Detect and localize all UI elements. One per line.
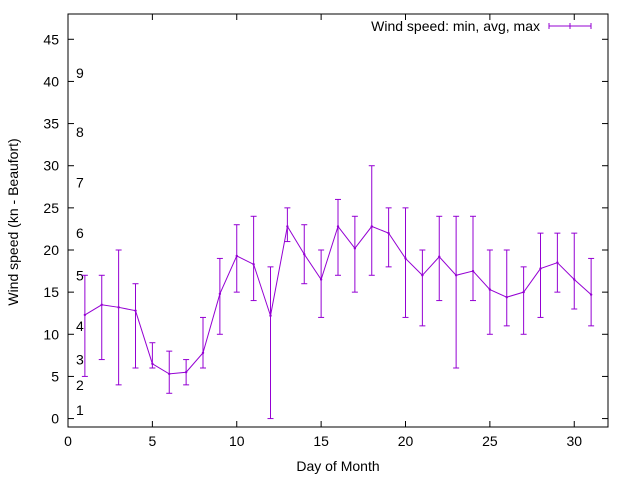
avg-point [438, 255, 441, 258]
avg-point [404, 257, 407, 260]
avg-point [370, 225, 373, 228]
beaufort-label: 7 [76, 175, 84, 191]
avg-point [573, 278, 576, 281]
x-tick-label: 25 [482, 433, 498, 449]
x-tick-label: 20 [398, 433, 414, 449]
avg-point [117, 306, 120, 309]
beaufort-label: 4 [76, 318, 84, 334]
avg-point [556, 261, 559, 264]
avg-point [505, 296, 508, 299]
y-tick-label: 40 [43, 73, 59, 89]
beaufort-label: 9 [76, 65, 84, 81]
avg-point [454, 274, 458, 277]
avg-point [421, 274, 424, 277]
y-tick-label: 45 [43, 31, 59, 47]
beaufort-scale-labels: 1 2 3 4 5 6 7 8 9 [76, 65, 84, 418]
plot-frame [67, 13, 609, 428]
legend-label: Wind speed: min, avg, max [371, 18, 540, 34]
x-axis-label: Day of Month [296, 458, 379, 474]
beaufort-label: 3 [76, 352, 84, 368]
avg-point [134, 309, 137, 312]
legend: Wind speed: min, avg, max [371, 18, 592, 34]
x-axis-ticks: 0 5 10 15 20 25 30 [64, 14, 582, 449]
error-bars [81, 165, 595, 420]
y-tick-label: 10 [43, 326, 59, 342]
avg-points [83, 225, 593, 376]
y-tick-label: 15 [43, 284, 59, 300]
legend-key [548, 23, 592, 29]
avg-point [269, 314, 272, 317]
x-tick-label: 15 [313, 433, 329, 449]
avg-point [488, 288, 492, 291]
y-tick-label: 5 [51, 368, 59, 384]
avg-point [151, 362, 154, 365]
x-tick-label: 0 [64, 433, 72, 449]
y-tick-label: 25 [43, 200, 59, 216]
avg-point [589, 293, 593, 296]
avg-point [387, 231, 390, 235]
avg-point [303, 253, 306, 256]
beaufort-label: 2 [76, 377, 84, 393]
avg-point [201, 351, 205, 355]
avg-point [168, 372, 171, 376]
y-tick-label: 0 [51, 411, 59, 427]
x-tick-label: 30 [566, 433, 582, 449]
avg-point [522, 290, 525, 294]
avg-point [353, 247, 357, 250]
avg-point [471, 269, 475, 273]
avg-point [184, 371, 188, 374]
avg-point [218, 292, 222, 296]
y-tick-label: 30 [43, 158, 59, 174]
beaufort-label: 5 [76, 267, 84, 283]
avg-point [100, 303, 103, 306]
avg-point [252, 263, 255, 266]
avg-point [319, 278, 323, 281]
beaufort-label: 8 [76, 124, 84, 140]
beaufort-label: 6 [76, 225, 84, 241]
avg-point [235, 254, 238, 258]
y-tick-label: 20 [43, 242, 59, 258]
avg-point [286, 225, 289, 228]
beaufort-label: 1 [76, 402, 84, 418]
x-tick-label: 10 [229, 433, 245, 449]
avg-point [336, 225, 340, 228]
y-axis-label: Wind speed (kn - Beaufort) [5, 138, 21, 305]
x-tick-label: 5 [148, 433, 156, 449]
y-tick-label: 35 [43, 116, 59, 132]
avg-point [539, 267, 542, 270]
avg-point [83, 313, 87, 317]
